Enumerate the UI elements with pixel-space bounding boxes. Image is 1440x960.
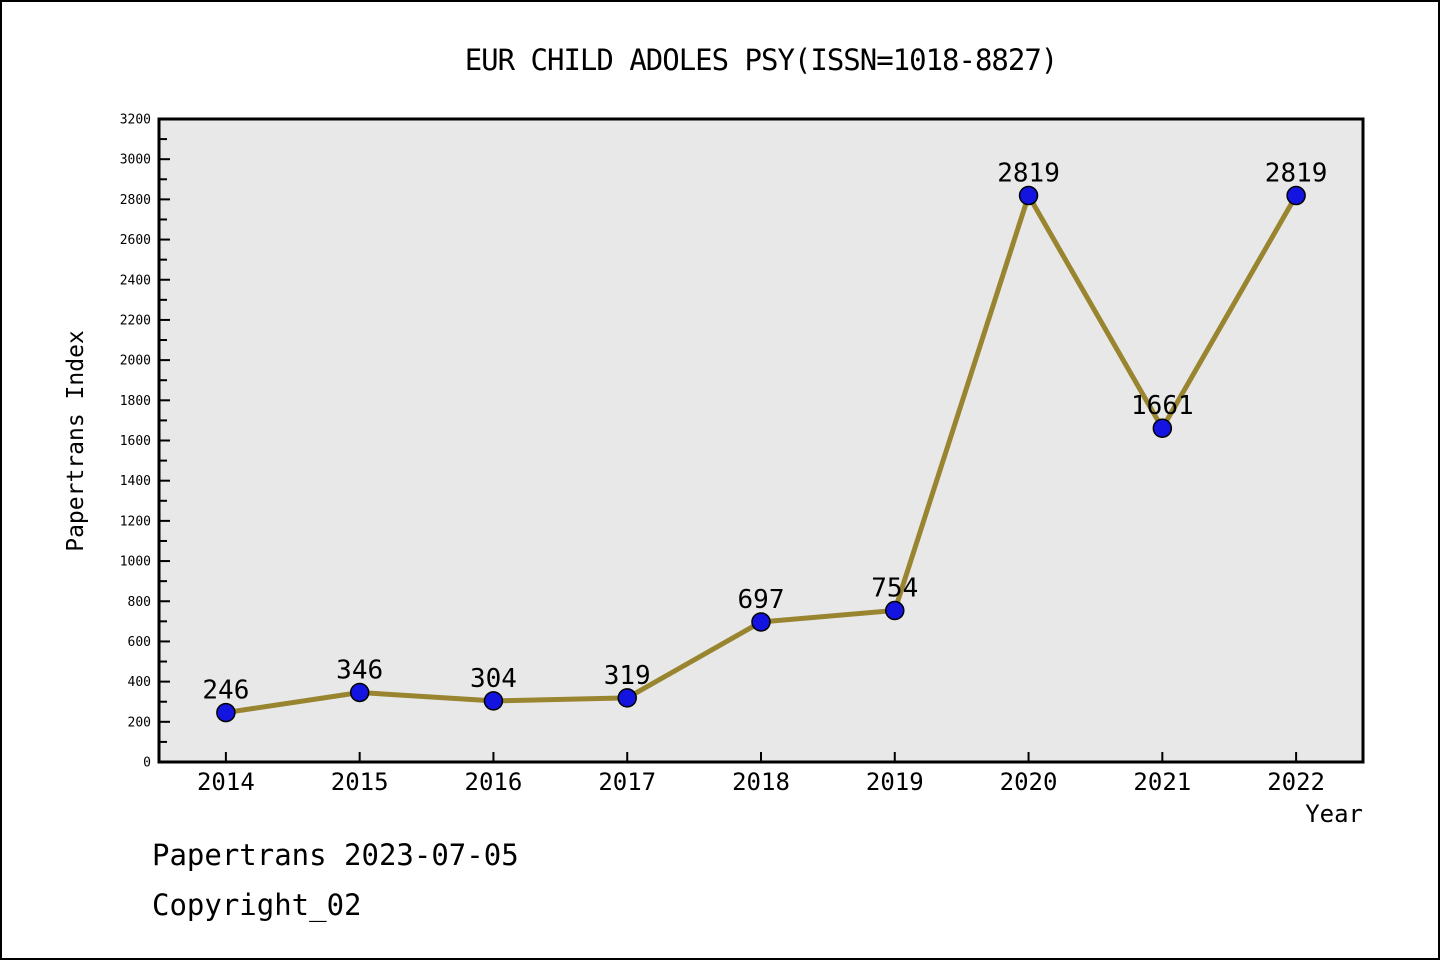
y-axis-tick-label: 200 <box>128 715 151 730</box>
data-point <box>1152 418 1173 438</box>
y-axis-tick-label: 3200 <box>120 113 151 128</box>
y-axis-tick-label: 400 <box>128 675 151 690</box>
footer-copyright: Copyright_02 <box>152 888 362 922</box>
x-axis-tick-label: 2014 <box>197 768 255 796</box>
y-axis-label-wrap: Papertrans Index <box>52 119 100 762</box>
data-point <box>1018 185 1039 206</box>
x-axis-tick-label: 2017 <box>598 768 656 796</box>
data-point <box>216 702 236 723</box>
y-axis-label: Papertrans Index <box>63 329 89 552</box>
data-point <box>349 682 370 703</box>
data-point <box>483 691 504 711</box>
y-axis-tick-label: 600 <box>128 635 151 650</box>
x-axis-tick-label: 2020 <box>1000 768 1058 796</box>
y-axis-tick-label: 2600 <box>120 233 151 248</box>
y-axis-tick-label: 2400 <box>120 273 151 288</box>
y-axis-tick-label: 1600 <box>120 434 151 449</box>
y-axis-tick-label: 2800 <box>120 193 151 208</box>
data-point-label: 697 <box>738 585 785 615</box>
data-point-label: 319 <box>604 661 651 691</box>
x-axis-label: Year <box>1305 800 1363 828</box>
footer-date: Papertrans 2023-07-05 <box>152 838 519 872</box>
x-axis-tick-label: 2021 <box>1133 768 1191 796</box>
data-point-label: 346 <box>336 655 383 685</box>
data-point <box>751 612 771 632</box>
y-axis-tick-label: 800 <box>128 595 151 610</box>
x-axis-tick-label: 2019 <box>866 768 924 796</box>
data-point-label: 2819 <box>997 159 1060 189</box>
y-axis-tick-label: 2200 <box>120 313 151 328</box>
data-point-label: 2819 <box>1265 159 1328 189</box>
y-axis-tick-label: 1400 <box>120 474 151 489</box>
data-point-label: 246 <box>202 676 249 706</box>
y-axis-tick-label: 1000 <box>120 555 151 570</box>
x-axis-tick-label: 2016 <box>465 768 523 796</box>
plot-background <box>157 117 1365 764</box>
x-axis-tick-label: 2022 <box>1267 768 1325 796</box>
y-axis-tick-label: 2000 <box>120 354 151 369</box>
data-point <box>617 688 637 708</box>
data-point <box>885 600 905 621</box>
data-point-label: 1661 <box>1131 391 1194 421</box>
y-axis-tick-label: 1800 <box>120 394 151 409</box>
data-point <box>1286 185 1306 206</box>
data-point-label: 754 <box>871 573 918 603</box>
chart-title: EUR CHILD ADOLES PSY(ISSN=1018-8827) <box>464 43 1059 77</box>
data-point-label: 304 <box>470 664 517 694</box>
y-axis-tick-label: 0 <box>143 756 151 771</box>
x-axis-tick-label: 2015 <box>331 768 389 796</box>
x-axis-tick-label: 2018 <box>732 768 790 796</box>
y-axis-tick-label: 3000 <box>120 153 151 168</box>
y-axis-tick-label: 1200 <box>120 514 151 529</box>
